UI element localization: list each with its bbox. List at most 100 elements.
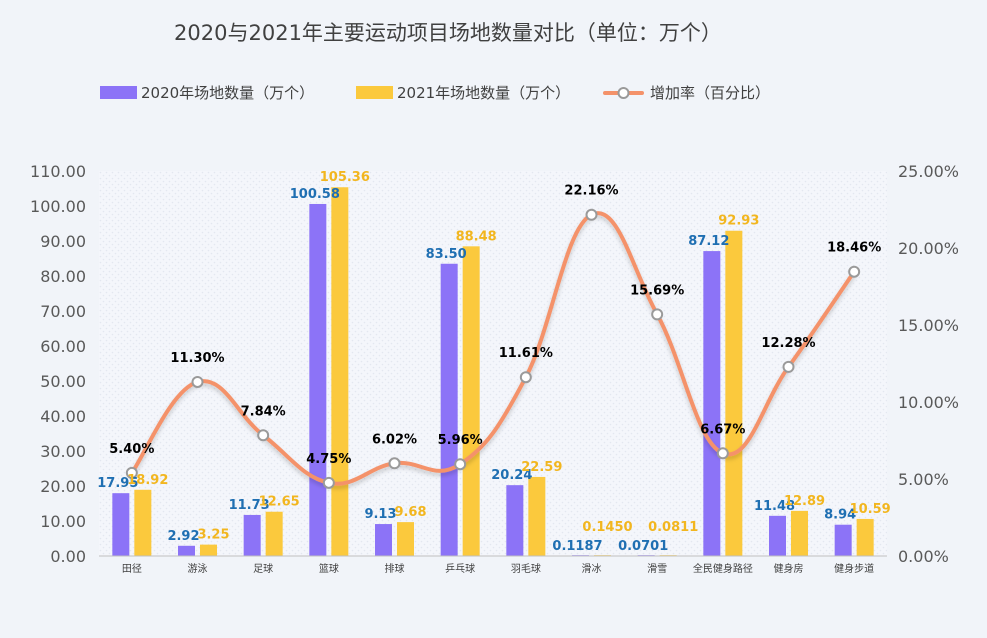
data-label-rate: 6.02% xyxy=(372,432,417,447)
legend-label-3: 增加率（百分比） xyxy=(650,84,770,102)
data-label-2020: 11.73 xyxy=(229,498,270,513)
bar-2020-11 xyxy=(769,515,786,556)
rate-marker-9 xyxy=(651,308,664,321)
bar-2020-12 xyxy=(834,524,852,556)
x-tick-label: 田径 xyxy=(122,562,142,575)
x-tick-label: 滑雪 xyxy=(647,563,667,575)
data-label-2020: 17.95 xyxy=(97,476,138,491)
bar-2021-11 xyxy=(791,510,808,556)
rate-marker-12 xyxy=(848,265,861,278)
y-left-tick-label: 100.00 xyxy=(30,197,86,216)
data-label-2020: 20.24 xyxy=(491,468,532,483)
data-label-2021: 9.68 xyxy=(394,505,426,520)
legend-label-1: 2020年场地数量（万个） xyxy=(141,84,314,102)
bar-2021-2 xyxy=(200,544,217,556)
y-left-tick-label: 60.00 xyxy=(40,337,86,356)
data-label-2021: 18.92 xyxy=(127,473,168,488)
x-tick-label: 健身步道 xyxy=(834,562,874,575)
x-tick-label: 乒乓球 xyxy=(445,562,475,575)
data-label-rate: 4.75% xyxy=(306,452,351,467)
data-label-2020: 87.12 xyxy=(688,234,729,249)
x-axis: 田径 游泳 足球 篮球 排球 乒乓球 羽毛球 滑冰 滑雪 全民健身路径 健身房 健身步道 xyxy=(99,555,887,575)
plot-area-background xyxy=(99,171,887,556)
data-label-2021: 105.36 xyxy=(320,170,370,185)
rate-marker-4 xyxy=(322,476,335,489)
data-label-2021: 88.48 xyxy=(456,229,497,244)
data-label-2021: 12.89 xyxy=(784,494,825,509)
rate-marker-6 xyxy=(454,458,467,471)
y-axis-right: 0.00% 5.00% 10.00% 15.00% 20.00% 25.00% xyxy=(898,162,959,566)
data-label-2020: 8.94 xyxy=(824,508,856,523)
y-left-tick-label: 50.00 xyxy=(40,372,86,391)
rate-marker-7 xyxy=(519,371,532,384)
data-label-rate: 22.16% xyxy=(564,184,618,199)
x-tick-label: 足球 xyxy=(253,562,273,575)
bar-2021-12 xyxy=(856,518,874,556)
data-label-2021: 0.1450 xyxy=(582,520,632,535)
x-tick-label: 健身房 xyxy=(774,562,804,575)
legend-line-marker xyxy=(617,87,630,99)
x-tick-label: 羽毛球 xyxy=(511,562,541,575)
y-left-tick-label: 90.00 xyxy=(40,232,86,251)
data-label-2021: 12.65 xyxy=(259,495,300,510)
y-left-tick-label: 70.00 xyxy=(40,302,86,321)
data-label-rate: 5.40% xyxy=(109,442,154,457)
y-left-tick-label: 110.00 xyxy=(30,162,86,181)
rate-marker-11 xyxy=(782,360,795,373)
bar-2020-5 xyxy=(375,524,392,556)
y-right-tick-label: 10.00% xyxy=(898,393,959,412)
data-label-rate: 6.67% xyxy=(700,422,745,437)
data-label-2021: 3.25 xyxy=(197,528,229,543)
data-label-2020: 83.50 xyxy=(426,247,467,262)
bar-2021-3 xyxy=(265,511,283,556)
rate-marker-2 xyxy=(191,375,204,388)
data-label-2020: 11.48 xyxy=(754,499,795,514)
data-label-rate: 11.30% xyxy=(170,351,224,366)
legend-swatch-1 xyxy=(100,86,137,99)
y-axis-left: 0.00 10.00 20.00 30.00 40.00 50.00 60.00 70.00 8… xyxy=(30,162,86,566)
data-label-2020: 9.13 xyxy=(364,507,396,522)
y-right-tick-label: 0.00% xyxy=(898,547,949,566)
data-label-2021: 22.59 xyxy=(521,460,562,475)
bar-2020-3 xyxy=(243,514,261,556)
rate-marker-10 xyxy=(716,447,729,460)
data-label-rate: 18.46% xyxy=(827,241,881,256)
rate-marker-1 xyxy=(125,466,138,479)
bar-2021-7 xyxy=(528,476,546,556)
y-right-tick-label: 15.00% xyxy=(898,316,959,335)
rate-marker-8 xyxy=(585,208,598,221)
y-left-tick-label: 0.00 xyxy=(50,547,86,566)
bar-2021-5 xyxy=(397,522,414,556)
bar-2020-6 xyxy=(440,263,458,556)
rate-marker-5 xyxy=(388,457,401,470)
y-left-tick-label: 80.00 xyxy=(40,267,86,286)
data-label-2020: 2.92 xyxy=(167,529,199,544)
data-label-rate: 15.69% xyxy=(630,283,684,298)
x-tick-label: 排球 xyxy=(385,562,405,575)
bar-series-group xyxy=(112,187,874,557)
data-label-2020: 100.58 xyxy=(290,187,340,202)
legend-swatch-2 xyxy=(356,86,393,99)
legend-label-2: 2021年场地数量（万个） xyxy=(397,84,570,102)
data-label-rate: 12.28% xyxy=(761,336,815,351)
y-right-tick-label: 5.00% xyxy=(898,470,949,489)
x-tick-label: 篮球 xyxy=(319,562,339,575)
bar-2020-7 xyxy=(506,485,524,556)
y-left-tick-label: 30.00 xyxy=(40,442,86,461)
x-tick-label: 滑冰 xyxy=(582,562,602,575)
y-left-tick-label: 40.00 xyxy=(40,407,86,426)
legend: 2020年场地数量（万个） 2021年场地数量（万个） 增加率（百分比） xyxy=(100,84,770,102)
bar-2020-10 xyxy=(703,251,721,556)
bar-2021-1 xyxy=(134,489,152,556)
y-left-tick-label: 20.00 xyxy=(40,477,86,496)
data-label-2020: 0.1187 xyxy=(552,539,602,554)
y-right-tick-label: 25.00% xyxy=(898,162,959,181)
y-right-tick-label: 20.00% xyxy=(898,239,959,258)
data-label-2021: 0.0811 xyxy=(648,520,698,535)
data-label-2021: 92.93 xyxy=(718,214,759,229)
data-label-2020: 0.0701 xyxy=(618,539,668,554)
bar-2020-1 xyxy=(112,493,130,556)
data-label-rate: 7.84% xyxy=(241,404,286,419)
